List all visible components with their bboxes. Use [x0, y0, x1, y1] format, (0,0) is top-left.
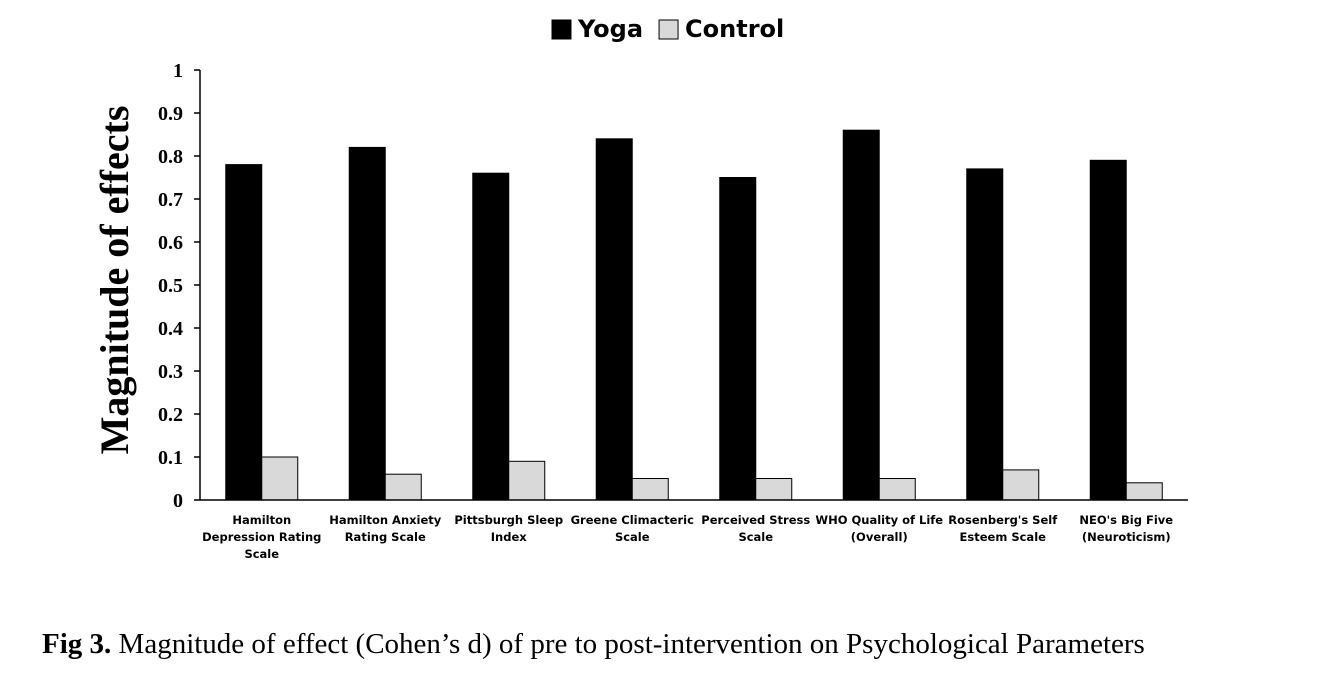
- bar-control: [755, 478, 793, 501]
- x-tick-label-line: Scale: [244, 547, 279, 561]
- x-tick-label-line: Pittsburgh Sleep: [454, 513, 563, 527]
- bar-yoga: [225, 164, 263, 501]
- x-tick-label-line: Index: [491, 530, 527, 544]
- x-tick-label: Perceived Stress Scale: [701, 513, 810, 544]
- y-tick-label: 0.8: [158, 146, 183, 168]
- x-tick-label: Pittsburgh Sleep Index: [454, 513, 563, 544]
- x-tick-label: Rosenberg's Self Esteem Scale: [948, 513, 1058, 544]
- y-tick-label: 0.1: [158, 447, 183, 469]
- x-tick-label: NEO's Big Five (Neuroticism): [1079, 513, 1173, 544]
- x-tick-label: WHO Quality of Life (Overall): [815, 513, 943, 544]
- bar-yoga: [472, 172, 510, 501]
- bar-yoga: [966, 168, 1004, 501]
- caption-label: Fig 3.: [42, 628, 112, 660]
- bar-chart: Yoga Control Magnitude of effects 0 0.1 0.2…: [92, 15, 1188, 561]
- bar-yoga: [1089, 159, 1127, 501]
- figure-caption: Fig 3. Magnitude of effect (Cohen’s d) o…: [42, 628, 1312, 661]
- x-tick-label-line: Hamilton: [232, 513, 291, 527]
- x-tick-label-line: Rosenberg's Self: [948, 513, 1058, 527]
- x-tick-label-line: Scale: [615, 530, 650, 544]
- y-tick-label: 0.6: [158, 232, 183, 254]
- x-tick-label-line: Rating Scale: [345, 530, 426, 544]
- bar-yoga: [595, 138, 633, 501]
- y-tick-label: 0.4: [158, 318, 183, 340]
- x-tick-label-line: Scale: [738, 530, 773, 544]
- x-tick-label: Greene Climacteric Scale: [571, 513, 694, 544]
- x-tick-label-line: (Neuroticism): [1082, 530, 1171, 544]
- x-tick-label-line: Hamilton Anxiety: [329, 513, 442, 527]
- x-tick-label-line: NEO's Big Five: [1079, 513, 1173, 527]
- legend: Yoga Control: [551, 15, 784, 43]
- legend-label-control: Control: [685, 15, 784, 43]
- caption-text: Magnitude of effect (Cohen’s d) of pre t…: [111, 628, 1145, 660]
- x-tick-label-line: Perceived Stress: [701, 513, 810, 527]
- bar-control: [631, 478, 669, 501]
- y-tick-label: 1: [173, 60, 183, 82]
- bar-control: [1125, 482, 1163, 501]
- bar-control: [878, 478, 916, 501]
- legend-label-yoga: Yoga: [577, 15, 643, 43]
- bars: [225, 129, 1163, 501]
- legend-swatch-control: [658, 19, 679, 40]
- y-axis: 0 0.1 0.2 0.3 0.4 0.5 0.6 0.7 0.8 0.9 1: [158, 60, 201, 512]
- bar-yoga: [348, 146, 386, 501]
- y-axis-label: Magnitude of effects: [92, 106, 137, 455]
- x-tick-label-line: (Overall): [851, 530, 908, 544]
- x-tick-label-line: Depression Rating: [202, 530, 321, 544]
- bar-control: [261, 456, 299, 501]
- x-tick-label-line: Esteem Scale: [960, 530, 1047, 544]
- y-tick-label: 0.9: [158, 103, 183, 125]
- x-axis: Hamilton Depression Rating Scale Hamilton A…: [200, 499, 1188, 561]
- x-tick-label: Hamilton Depression Rating Scale: [202, 513, 321, 561]
- bar-control: [508, 460, 546, 501]
- x-tick-label-line: WHO Quality of Life: [815, 513, 943, 527]
- bar-yoga: [842, 129, 880, 501]
- bar-yoga: [719, 177, 757, 501]
- y-tick-label: 0.3: [158, 361, 183, 383]
- bar-control: [384, 473, 422, 501]
- y-tick-label: 0.7: [158, 189, 183, 211]
- x-tick-label: Hamilton Anxiety Rating Scale: [329, 513, 442, 544]
- y-tick-label: 0: [173, 490, 183, 512]
- legend-swatch-yoga: [551, 19, 572, 40]
- x-tick-label-line: Greene Climacteric: [571, 513, 694, 527]
- y-tick-label: 0.5: [158, 275, 183, 297]
- y-tick-label: 0.2: [158, 404, 183, 426]
- bar-control: [1002, 469, 1040, 501]
